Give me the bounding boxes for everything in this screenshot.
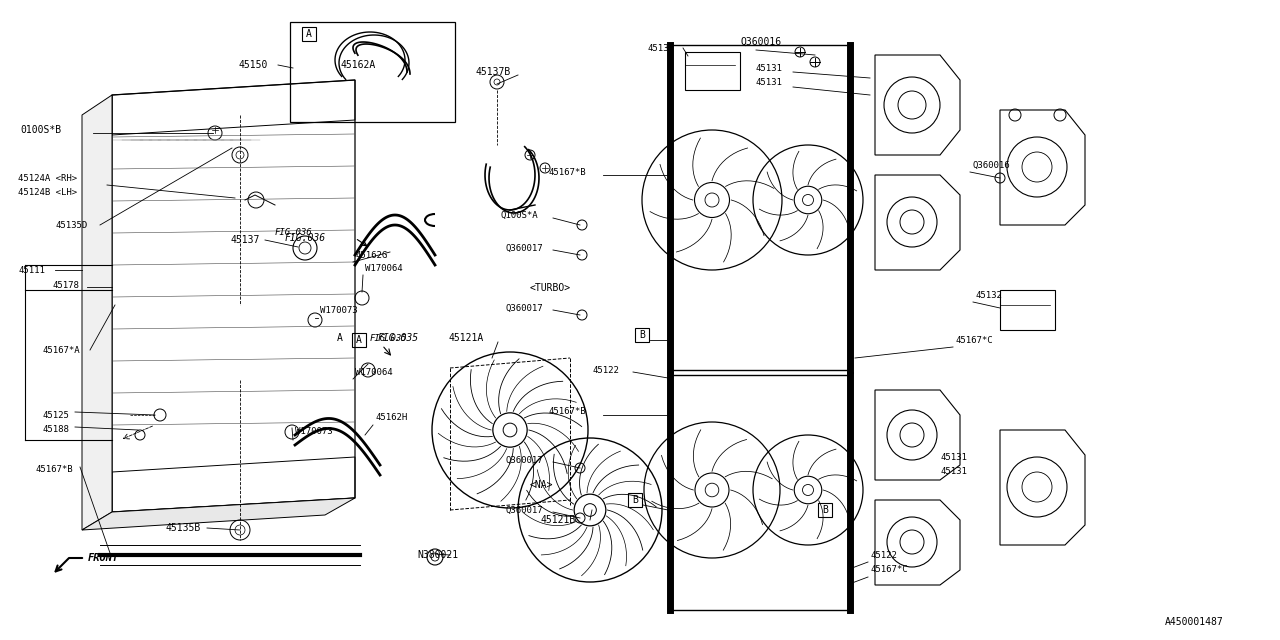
Text: A: A xyxy=(356,335,362,345)
Text: N380021: N380021 xyxy=(417,550,458,560)
Bar xyxy=(302,27,316,41)
Text: Q360017: Q360017 xyxy=(506,243,543,253)
Text: <TURBO>: <TURBO> xyxy=(530,283,571,293)
Text: 45131: 45131 xyxy=(755,63,782,72)
Text: 45167*C: 45167*C xyxy=(955,335,992,344)
Text: B: B xyxy=(632,495,637,505)
Text: 45131: 45131 xyxy=(940,467,966,477)
Text: 45135B: 45135B xyxy=(165,523,200,533)
Bar xyxy=(352,333,366,347)
Text: 45167*C: 45167*C xyxy=(870,566,908,575)
Text: 45125: 45125 xyxy=(42,410,69,419)
Text: 0100S*B: 0100S*B xyxy=(20,125,61,135)
Text: 45188: 45188 xyxy=(42,426,69,435)
Text: Q100S*A: Q100S*A xyxy=(500,211,538,220)
Text: 45122: 45122 xyxy=(593,365,618,374)
Text: A450001487: A450001487 xyxy=(1165,617,1224,627)
Bar xyxy=(1000,290,1055,330)
Text: 45137B: 45137B xyxy=(475,67,511,77)
Text: Q360017: Q360017 xyxy=(506,506,543,515)
Text: FRONT: FRONT xyxy=(88,553,119,563)
Text: 45162H: 45162H xyxy=(375,413,407,422)
Text: B: B xyxy=(822,505,828,515)
Text: 45121B: 45121B xyxy=(540,515,575,525)
Text: W170064: W170064 xyxy=(355,367,393,376)
Bar xyxy=(685,52,740,90)
Text: 45178: 45178 xyxy=(52,280,79,289)
Text: 45162G: 45162G xyxy=(355,250,388,259)
Text: 45132: 45132 xyxy=(646,44,673,52)
Text: A: A xyxy=(306,29,312,39)
Bar xyxy=(635,328,649,342)
Text: B: B xyxy=(639,330,645,340)
Text: FIG.035: FIG.035 xyxy=(378,333,419,343)
Text: 45131: 45131 xyxy=(940,454,966,463)
Text: 45131: 45131 xyxy=(755,77,782,86)
Text: Q360016: Q360016 xyxy=(972,161,1010,170)
Text: 45122: 45122 xyxy=(870,550,897,559)
Bar xyxy=(669,375,850,610)
Text: 45167*B: 45167*B xyxy=(548,408,586,417)
Text: A: A xyxy=(337,333,343,343)
Text: FIG.035: FIG.035 xyxy=(370,333,407,342)
Text: 45124A <RH>: 45124A <RH> xyxy=(18,173,77,182)
Text: W170073: W170073 xyxy=(294,428,333,436)
Polygon shape xyxy=(82,498,355,530)
Text: 45135D: 45135D xyxy=(55,221,87,230)
Polygon shape xyxy=(82,95,113,530)
Text: 45132: 45132 xyxy=(975,291,1002,300)
Text: 45137: 45137 xyxy=(230,235,260,245)
Bar xyxy=(669,45,850,370)
Text: 45121A: 45121A xyxy=(448,333,484,343)
Text: Q360016: Q360016 xyxy=(740,37,781,47)
Text: 45162A: 45162A xyxy=(340,60,375,70)
Text: W170064: W170064 xyxy=(365,264,403,273)
Text: Q360017: Q360017 xyxy=(506,456,543,465)
Text: <NA>: <NA> xyxy=(530,480,553,490)
Text: FIG.036: FIG.036 xyxy=(285,233,326,243)
Text: 45167*A: 45167*A xyxy=(42,346,79,355)
Text: 45150: 45150 xyxy=(238,60,268,70)
Bar xyxy=(628,493,643,507)
Text: Q360017: Q360017 xyxy=(506,303,543,312)
Text: 45167*B: 45167*B xyxy=(548,168,586,177)
Bar xyxy=(291,22,454,122)
Bar xyxy=(818,503,832,517)
Text: W170073: W170073 xyxy=(320,305,357,314)
Text: 45124B <LH>: 45124B <LH> xyxy=(18,188,77,196)
Text: FIG.036: FIG.036 xyxy=(275,227,312,237)
Text: 45167*B: 45167*B xyxy=(35,465,73,474)
Text: 45111: 45111 xyxy=(18,266,45,275)
